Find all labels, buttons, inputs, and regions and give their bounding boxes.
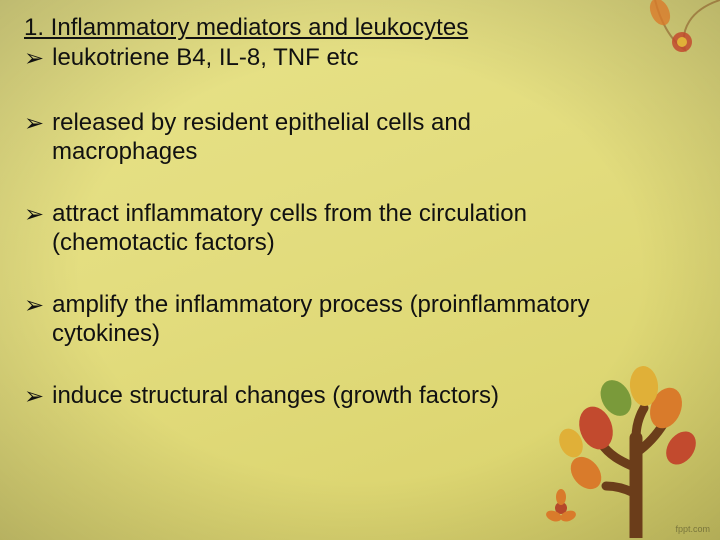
bullet-glyph-icon: ➢ bbox=[24, 200, 44, 229]
slide-heading: 1. Inflammatory mediators and leukocytes bbox=[24, 14, 696, 42]
footer-credit: fppt.com bbox=[675, 524, 710, 534]
bullet-glyph-icon: ➢ bbox=[24, 291, 44, 320]
bullet-glyph-icon: ➢ bbox=[24, 44, 44, 73]
bullet-glyph-icon: ➢ bbox=[24, 382, 44, 411]
slide-content: 1. Inflammatory mediators and leukocytes… bbox=[0, 0, 720, 411]
bullet-text: leukotriene B4, IL-8, TNF etc bbox=[52, 44, 358, 72]
bullet-item: ➢ leukotriene B4, IL-8, TNF etc bbox=[24, 44, 696, 73]
bullet-text-cont: (chemotactic factors) bbox=[24, 229, 696, 257]
bullet-text: released by resident epithelial cells an… bbox=[52, 109, 471, 137]
bullet-text: amplify the inflammatory process (proinf… bbox=[52, 291, 590, 319]
bullet-item: ➢ amplify the inflammatory process (proi… bbox=[24, 291, 696, 348]
bullet-text: attract inflammatory cells from the circ… bbox=[52, 200, 527, 228]
bullet-text: induce structural changes (growth factor… bbox=[52, 382, 499, 410]
bullet-item: ➢ released by resident epithelial cells … bbox=[24, 109, 696, 166]
bullet-text-cont: macrophages bbox=[24, 138, 696, 166]
bullet-item: ➢ induce structural changes (growth fact… bbox=[24, 382, 696, 411]
bullet-glyph-icon: ➢ bbox=[24, 109, 44, 138]
bullet-item: ➢ attract inflammatory cells from the ci… bbox=[24, 200, 696, 257]
bullet-text-cont: cytokines) bbox=[24, 320, 696, 348]
